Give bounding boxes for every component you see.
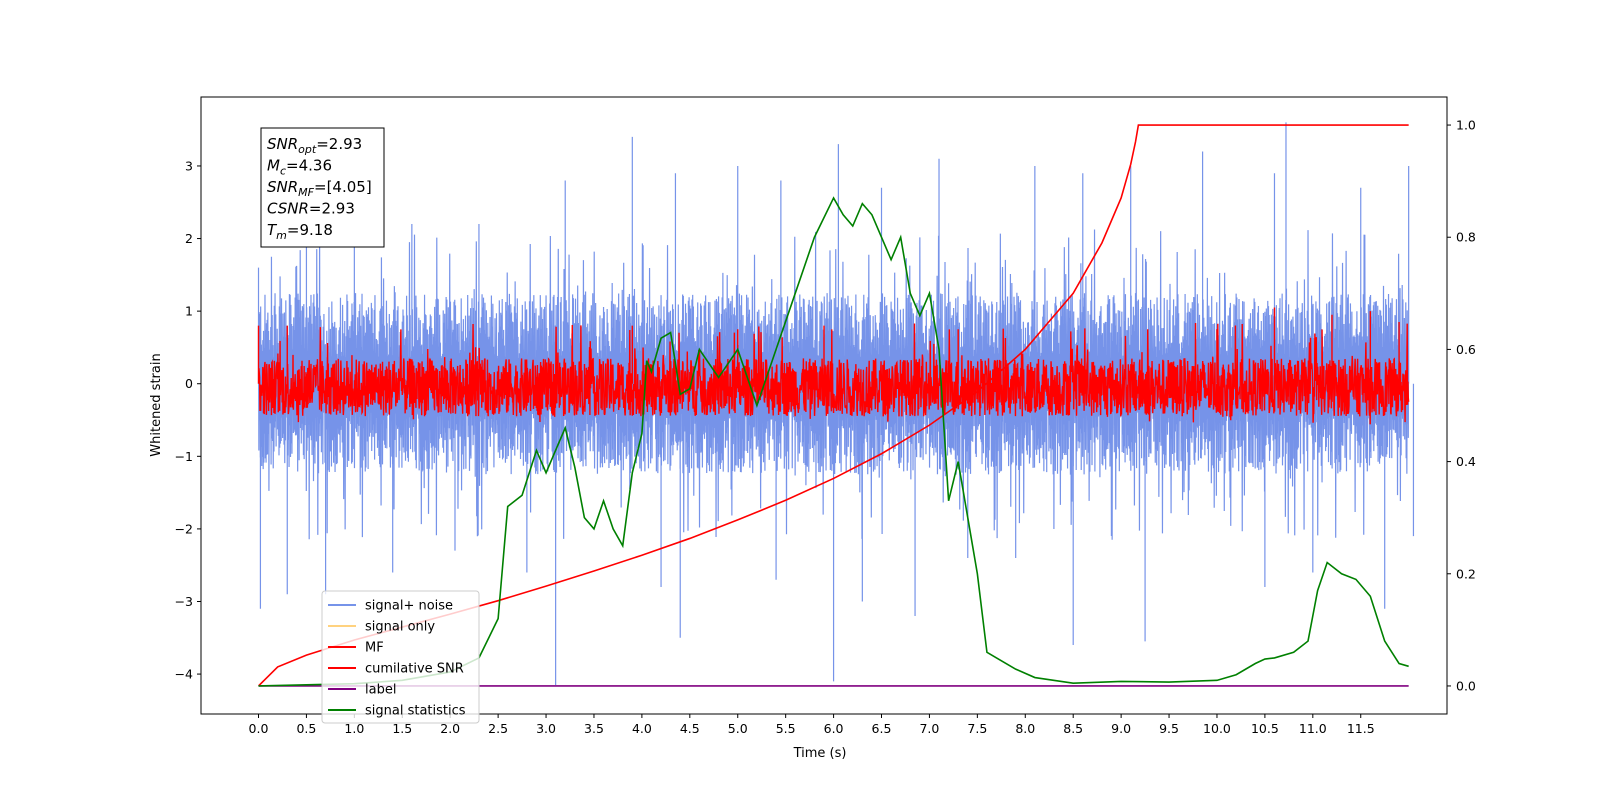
y2-tick-label: 0.8 xyxy=(1456,230,1476,245)
x-tick-label: 9.5 xyxy=(1159,721,1179,736)
y-tick-label: −3 xyxy=(175,594,193,609)
info-box-row: SNRopt=2.93 xyxy=(267,135,362,156)
legend-entry: label xyxy=(328,683,396,698)
x-tick-label: 5.5 xyxy=(776,721,796,736)
x-tick-label: 4.0 xyxy=(632,721,652,736)
y-axis-left: 3 2 1 0 −1 −2 −3 −4 xyxy=(175,158,201,682)
x-tick-label: 7.5 xyxy=(967,721,987,736)
x-tick-label: 0.0 xyxy=(249,721,269,736)
legend-entry: signal+ noise xyxy=(328,599,453,614)
y2-tick-label: 0.0 xyxy=(1456,678,1476,693)
x-tick-label: 11.0 xyxy=(1299,721,1327,736)
x-tick-label: 5.0 xyxy=(728,721,748,736)
y-tick-label: 2 xyxy=(185,231,193,246)
info-box-subscript: c xyxy=(280,165,286,178)
x-tick-label: 8.5 xyxy=(1063,721,1083,736)
x-tick-label: 2.0 xyxy=(440,721,460,736)
series-mf xyxy=(257,307,1410,425)
legend: signal+ noise signal only MF cumilative SNR… xyxy=(321,590,480,724)
axes-frame xyxy=(200,96,1448,715)
info-box-symbol: M xyxy=(267,157,280,175)
y-tick-label: −1 xyxy=(175,449,193,464)
info-box-symbol: SNR xyxy=(267,178,298,196)
series-signal-statistics xyxy=(258,196,1409,687)
x-axis-label: Time (s) xyxy=(793,746,847,761)
legend-entry: signal statistics xyxy=(328,704,466,719)
x-tick-label: 1.0 xyxy=(344,721,364,736)
x-tick-label: 3.0 xyxy=(536,721,556,736)
info-box-value: =2.93 xyxy=(316,135,362,153)
legend-label: MF xyxy=(365,641,384,656)
series-signal-noise xyxy=(257,122,1415,685)
info-box-subscript: MF xyxy=(298,186,314,199)
info-box: SNRopt=2.93Mc=4.36SNRMF=[4.05]CSNR=2.93T… xyxy=(260,127,385,248)
info-box-value: =4.36 xyxy=(286,157,332,175)
info-box-frame xyxy=(260,127,385,248)
info-box-row: Mc=4.36 xyxy=(267,157,332,178)
x-tick-label: 6.0 xyxy=(824,721,844,736)
x-tick-label: 10.5 xyxy=(1251,721,1279,736)
y-tick-label: −4 xyxy=(175,667,193,682)
y-tick-label: 3 xyxy=(185,158,193,173)
y-axis-right: 1.0 0.8 0.6 0.4 0.2 0.0 xyxy=(1447,118,1476,693)
y2-tick-label: 0.6 xyxy=(1456,342,1476,357)
x-tick-label: 10.0 xyxy=(1203,721,1231,736)
x-tick-label: 3.5 xyxy=(584,721,604,736)
info-box-row: SNRMF=[4.05] xyxy=(267,178,372,199)
x-tick-label: 2.5 xyxy=(488,721,508,736)
x-axis: 0.0 0.5 1.0 1.5 2.0 2.5 3.0 3.5 4.0 4.5 5.0 5.5 6.0 6… xyxy=(249,714,1375,736)
x-tick-label: 8.0 xyxy=(1015,721,1035,736)
x-tick-label: 0.5 xyxy=(296,721,316,736)
info-box-value: =2.93 xyxy=(309,200,355,218)
legend-label: signal statistics xyxy=(365,704,466,719)
legend-label: label xyxy=(365,683,396,698)
legend-label: signal+ noise xyxy=(365,599,453,614)
info-box-symbol: CSNR xyxy=(267,200,309,218)
y-tick-label: 0 xyxy=(185,376,193,391)
legend-entry: cumilative SNR xyxy=(328,662,464,677)
info-box-value: =9.18 xyxy=(287,221,333,239)
info-box-subscript: opt xyxy=(298,143,317,156)
y-tick-label: −2 xyxy=(175,521,193,536)
y2-tick-label: 0.4 xyxy=(1456,454,1476,469)
x-tick-label: 1.5 xyxy=(392,721,412,736)
info-box-symbol: T xyxy=(267,221,278,239)
info-box-row: CSNR=2.93 xyxy=(267,200,355,218)
x-tick-label: 6.5 xyxy=(872,721,892,736)
x-tick-label: 4.5 xyxy=(680,721,700,736)
info-box-value: =[4.05] xyxy=(314,178,372,196)
legend-label: signal only xyxy=(365,620,435,635)
legend-entry: signal only xyxy=(328,620,435,635)
legend-entry: MF xyxy=(328,641,384,656)
y2-tick-label: 1.0 xyxy=(1456,118,1476,133)
x-tick-label: 7.0 xyxy=(919,721,939,736)
legend-frame xyxy=(321,590,480,724)
info-box-symbol: SNR xyxy=(267,135,298,153)
y-axis-label: Whitened strain xyxy=(149,353,164,456)
legend-label: cumilative SNR xyxy=(365,662,464,677)
x-tick-label: 9.0 xyxy=(1111,721,1131,736)
info-box-row: Tm=9.18 xyxy=(267,221,333,242)
info-box-subscript: m xyxy=(276,229,287,242)
y-tick-label: 1 xyxy=(185,304,193,319)
y2-tick-label: 0.2 xyxy=(1456,566,1476,581)
x-tick-label: 11.5 xyxy=(1347,721,1375,736)
